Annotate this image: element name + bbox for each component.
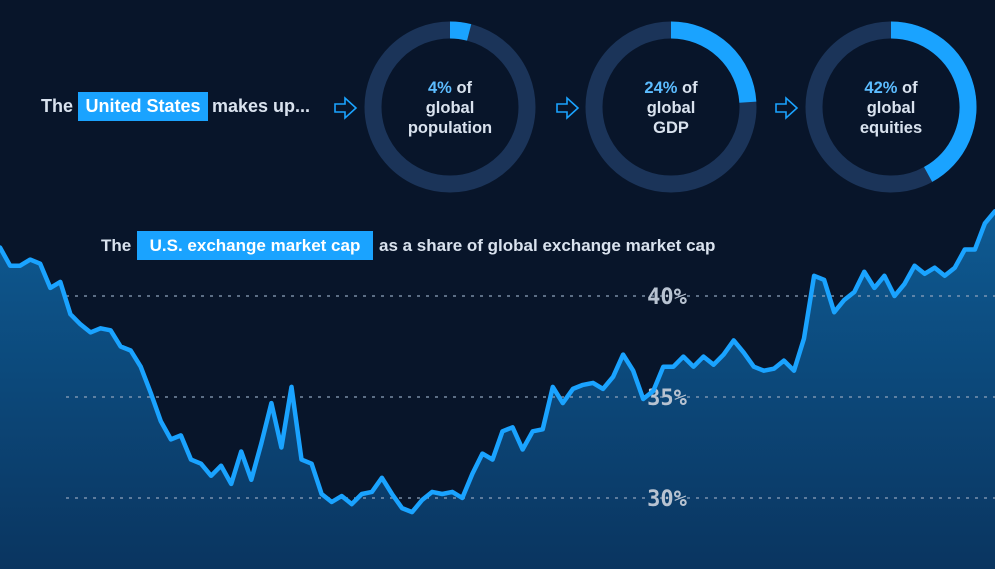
arrow-icon bbox=[556, 96, 580, 120]
y-tick-label: 30% bbox=[647, 487, 687, 512]
chart-title-highlight-box bbox=[137, 231, 373, 260]
ring-fill bbox=[890, 21, 977, 182]
ring-percent: 42% bbox=[864, 79, 897, 97]
series-line bbox=[0, 208, 995, 515]
y-tick-label: 40% bbox=[647, 285, 687, 310]
ring-of: of bbox=[682, 79, 698, 97]
headline-highlight-box bbox=[78, 92, 208, 121]
ring-equities: 42% of global equities bbox=[805, 21, 977, 193]
ring-label-line2: global bbox=[426, 99, 475, 117]
headline-prefix: The bbox=[41, 96, 73, 116]
ring-label-line1: 24% of bbox=[644, 79, 698, 97]
arrow-icon bbox=[775, 96, 799, 120]
ring-percent: 4% bbox=[428, 79, 452, 97]
ring-label-line3: GDP bbox=[653, 119, 689, 137]
ring-fill bbox=[449, 21, 472, 41]
donut-rings: 4% of global population 24% of global GD… bbox=[364, 21, 977, 193]
market-cap-chart: 40%35%30% bbox=[0, 208, 995, 569]
arrow-icon bbox=[334, 96, 358, 120]
headline-suffix: makes up... bbox=[212, 96, 310, 116]
headline: The United States makes up... bbox=[41, 92, 310, 121]
chart-title: The U.S. exchange market cap as a share … bbox=[101, 231, 715, 260]
ring-label-line1: 4% of bbox=[428, 79, 473, 97]
ring-fill bbox=[670, 21, 757, 103]
chart-title-highlight: U.S. exchange market cap bbox=[150, 236, 361, 255]
ring-percent: 24% bbox=[644, 79, 677, 97]
ring-label-line3: population bbox=[408, 119, 492, 137]
ring-of: of bbox=[902, 79, 918, 97]
ring-gdp: 24% of global GDP bbox=[585, 21, 757, 193]
ring-label-line1: 42% of bbox=[864, 79, 918, 97]
ring-of: of bbox=[456, 79, 472, 97]
ring-label-line2: global bbox=[867, 99, 916, 117]
ring-population: 4% of global population bbox=[364, 21, 536, 193]
chart-title-suffix: as a share of global exchange market cap bbox=[379, 236, 715, 255]
ring-label-line2: global bbox=[647, 99, 696, 117]
series-area bbox=[0, 211, 995, 569]
headline-highlight: United States bbox=[85, 96, 200, 116]
gridlines: 40%35%30% bbox=[66, 285, 995, 512]
ring-label-line3: equities bbox=[860, 119, 922, 137]
chart-title-prefix: The bbox=[101, 236, 131, 255]
